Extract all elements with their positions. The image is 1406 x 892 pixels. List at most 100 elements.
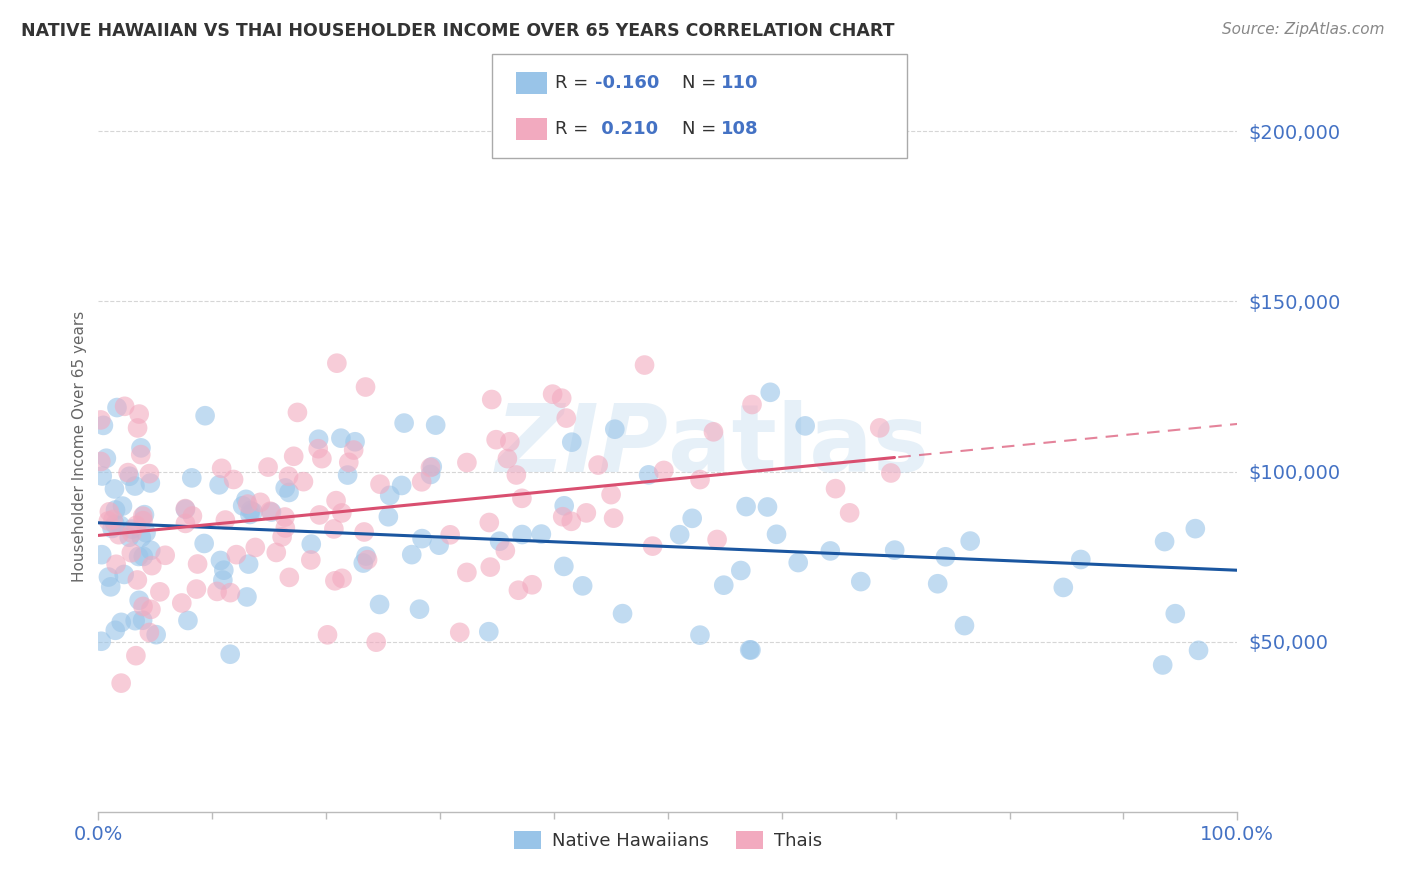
- Point: [145, 627, 167, 641]
- Point: [121, 526, 143, 541]
- Point: [104, 503, 127, 517]
- Point: [120, 546, 142, 560]
- Point: [278, 485, 301, 500]
- Point: [104, 517, 127, 532]
- Point: [316, 628, 339, 642]
- Point: [838, 506, 860, 520]
- Text: Source: ZipAtlas.com: Source: ZipAtlas.com: [1222, 22, 1385, 37]
- Point: [259, 504, 281, 518]
- Point: [149, 585, 172, 599]
- Point: [353, 524, 375, 539]
- Point: [408, 602, 430, 616]
- Point: [411, 532, 433, 546]
- Point: [299, 553, 322, 567]
- Point: [551, 391, 574, 405]
- Point: [139, 602, 162, 616]
- Point: [959, 534, 981, 549]
- Y-axis label: Householder Income Over 65 years: Householder Income Over 65 years: [72, 310, 87, 582]
- Point: [880, 466, 903, 480]
- Point: [637, 467, 659, 482]
- Point: [211, 461, 233, 475]
- Point: [118, 469, 141, 483]
- Point: [307, 442, 329, 456]
- Point: [180, 471, 202, 485]
- Point: [105, 558, 128, 572]
- Point: [174, 502, 197, 516]
- Point: [575, 506, 598, 520]
- Point: [368, 598, 391, 612]
- Point: [681, 511, 703, 525]
- Point: [1070, 552, 1092, 566]
- Point: [139, 475, 162, 490]
- Point: [311, 451, 333, 466]
- Point: [274, 521, 297, 535]
- Point: [427, 538, 450, 552]
- Point: [236, 497, 259, 511]
- Point: [551, 509, 574, 524]
- Point: [260, 505, 283, 519]
- Text: NATIVE HAWAIIAN VS THAI HOUSEHOLDER INCOME OVER 65 YEARS CORRELATION CHART: NATIVE HAWAIIAN VS THAI HOUSEHOLDER INCO…: [21, 22, 894, 40]
- Point: [1153, 534, 1175, 549]
- Point: [131, 530, 153, 544]
- Point: [330, 506, 353, 520]
- Point: [101, 512, 124, 526]
- Point: [128, 549, 150, 564]
- Point: [883, 543, 905, 558]
- Point: [264, 545, 287, 559]
- Point: [322, 522, 344, 536]
- Point: [125, 518, 148, 533]
- Point: [344, 434, 367, 449]
- Point: [91, 469, 114, 483]
- Point: [110, 676, 132, 690]
- Point: [478, 624, 501, 639]
- Point: [209, 553, 232, 567]
- Text: 0.210: 0.210: [595, 120, 658, 138]
- Point: [121, 522, 143, 536]
- Point: [139, 543, 162, 558]
- Point: [97, 570, 120, 584]
- Point: [245, 541, 267, 555]
- Point: [927, 576, 949, 591]
- Point: [600, 488, 623, 502]
- Point: [128, 593, 150, 607]
- Point: [97, 514, 120, 528]
- Point: [326, 356, 349, 370]
- Point: [1052, 581, 1074, 595]
- Point: [508, 583, 530, 598]
- Point: [299, 537, 322, 551]
- Point: [134, 508, 156, 522]
- Point: [308, 508, 330, 522]
- Point: [520, 578, 543, 592]
- Point: [1187, 643, 1209, 657]
- Point: [135, 525, 157, 540]
- Point: [225, 548, 247, 562]
- Point: [108, 518, 131, 533]
- Point: [214, 513, 236, 527]
- Point: [586, 458, 609, 472]
- Point: [118, 530, 141, 544]
- Point: [274, 481, 297, 495]
- Point: [1184, 522, 1206, 536]
- Point: [325, 493, 347, 508]
- Point: [425, 418, 447, 433]
- Point: [104, 624, 127, 638]
- Point: [219, 647, 242, 661]
- Point: [356, 552, 378, 566]
- Point: [354, 380, 377, 394]
- Point: [138, 467, 160, 481]
- Text: 110: 110: [721, 74, 759, 92]
- Point: [283, 450, 305, 464]
- Point: [187, 557, 209, 571]
- Point: [131, 613, 153, 627]
- Point: [352, 556, 374, 570]
- Point: [177, 614, 200, 628]
- Point: [555, 411, 578, 425]
- Point: [274, 510, 297, 524]
- Point: [100, 580, 122, 594]
- Point: [96, 451, 118, 466]
- Point: [668, 527, 690, 541]
- Point: [114, 399, 136, 413]
- Point: [278, 570, 301, 584]
- Point: [553, 559, 575, 574]
- Point: [208, 478, 231, 492]
